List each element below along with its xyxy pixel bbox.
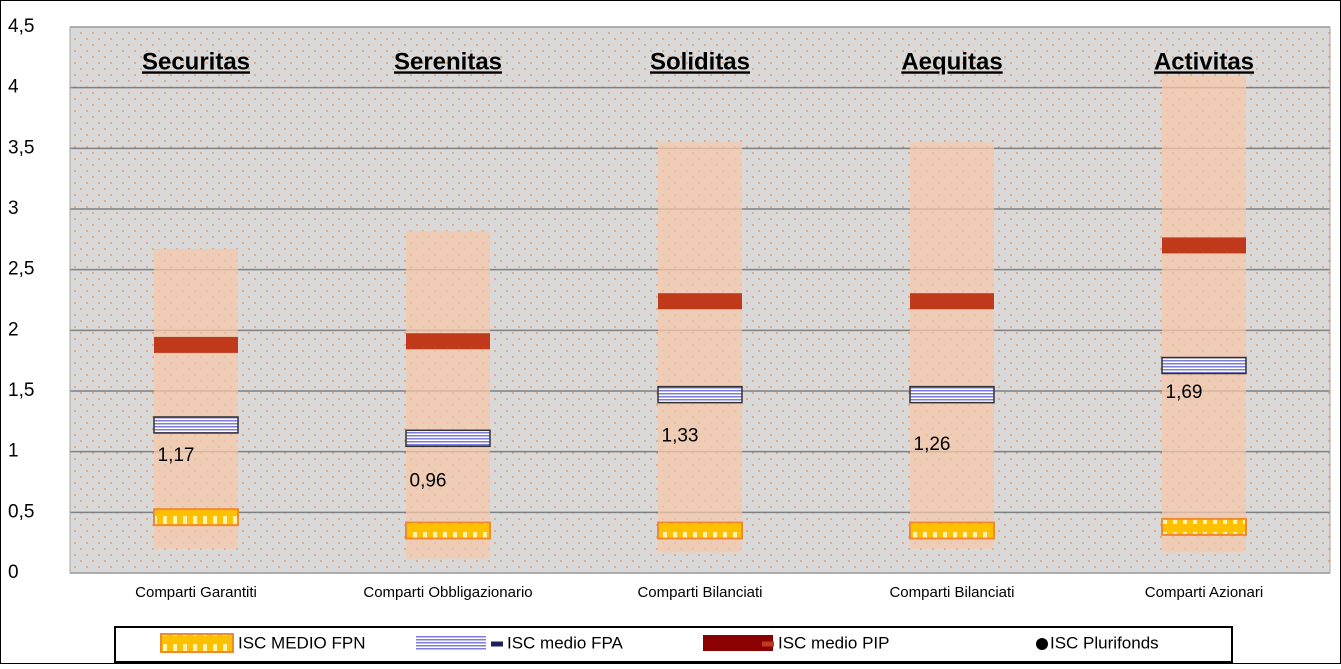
annotation: Aequitas: [901, 48, 1002, 75]
annotation: Activitas: [1154, 48, 1254, 75]
y-tick-label: 0,5: [8, 501, 34, 522]
legend-icon: [160, 633, 234, 653]
x-tick-label: Comparti Bilanciati: [637, 584, 762, 601]
legend-label: ISC medio FPA: [507, 633, 624, 652]
fpn-marker: [657, 521, 743, 540]
annotation: Soliditas: [650, 48, 750, 75]
range-bar: [154, 249, 238, 549]
legend-icon: [491, 641, 503, 647]
y-tick-label: 3,5: [8, 137, 34, 158]
range-bar: [910, 142, 994, 549]
fpn-marker: [1161, 517, 1247, 536]
fpa-marker: [153, 416, 239, 434]
fpn-marker: [405, 521, 491, 540]
y-tick-label: 0: [8, 562, 19, 583]
legend-icon: [703, 635, 773, 651]
y-tick-label: 4: [8, 77, 19, 98]
x-tick-label: Comparti Azionari: [1145, 584, 1263, 601]
fpa-marker: [909, 385, 995, 404]
legend-icon: [416, 635, 486, 651]
legend: ISC MEDIO FPN ISC medio FPA ISC medio PIP I…: [114, 626, 1233, 663]
fpa-marker: [657, 385, 743, 404]
range-bar: [658, 142, 742, 553]
range-bar: [1162, 75, 1246, 553]
legend-label: ISC Plurifonds: [1050, 633, 1159, 652]
data-label: 1,17: [158, 445, 195, 466]
data-label: 1,69: [1166, 382, 1203, 403]
x-tick-label: Comparti Bilanciati: [889, 584, 1014, 601]
legend-icon: [762, 641, 774, 647]
fpa-marker: [405, 429, 491, 448]
x-tick-label: Comparti Garantiti: [135, 584, 257, 601]
data-label: 1,26: [914, 434, 951, 455]
plot-border: [69, 26, 1331, 574]
y-tick-label: 4,5: [8, 16, 34, 37]
fpa-marker: [1161, 356, 1247, 375]
annotation: Serenitas: [394, 48, 502, 75]
pip-marker: [658, 293, 742, 310]
legend-label: ISC medio PIP: [778, 633, 890, 652]
y-tick-label: 1: [8, 441, 19, 462]
data-label: 1,33: [662, 426, 699, 447]
pip-marker: [1162, 237, 1246, 254]
y-tick-label: 1,5: [8, 380, 34, 401]
pip-marker: [154, 336, 238, 353]
y-tick-label: 2,5: [8, 259, 34, 280]
pip-marker: [406, 333, 490, 350]
fpn-marker: [153, 508, 239, 527]
y-tick-label: 3: [8, 198, 19, 219]
data-label: 0,96: [410, 471, 447, 492]
range-bar: [406, 230, 490, 559]
legend-icon: [1036, 638, 1048, 650]
fpn-marker: [909, 521, 995, 540]
x-tick-label: Comparti Obbligazionario: [363, 584, 532, 601]
legend-label: ISC MEDIO FPN: [238, 633, 366, 652]
y-tick-label: 2: [8, 319, 19, 340]
pip-marker: [910, 293, 994, 310]
annotation: Securitas: [142, 48, 250, 75]
